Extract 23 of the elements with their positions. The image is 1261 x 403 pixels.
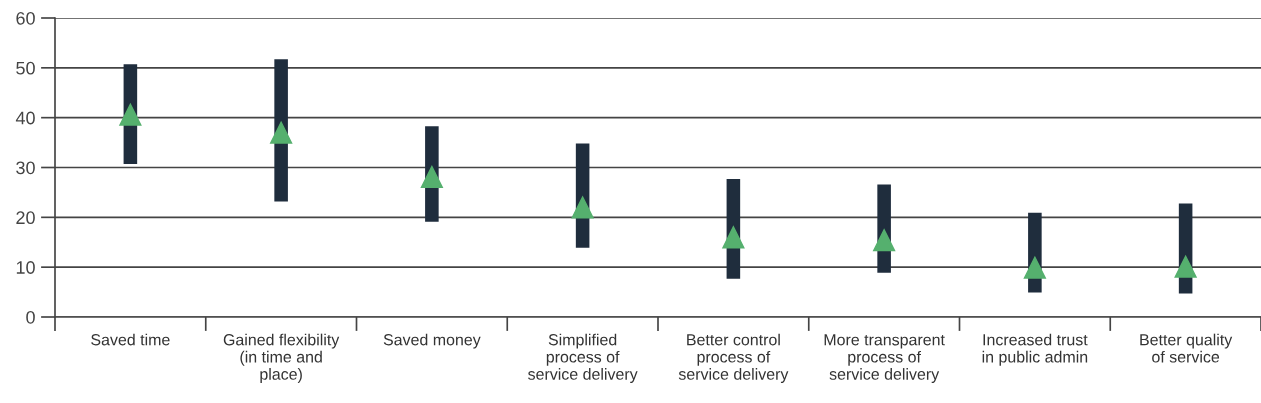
y-tick-label: 30 [16,161,35,175]
x-tick-label: Increased trust in public admin [982,333,1088,366]
y-tick-label: 50 [16,61,35,75]
point [270,121,293,144]
x-tick-label: Better quality of service [1140,333,1233,363]
point [722,226,745,249]
y-tick-label: 10 [16,261,35,274]
point [571,196,594,219]
y-tick-label: 20 [16,211,35,225]
point [119,103,142,126]
y-tick-label: 40 [15,111,35,125]
point [1174,255,1197,278]
x-tick-label: Saved money [383,333,481,349]
point [873,229,896,252]
x-tick-label: Gained flexibility (in time and place) [223,333,340,383]
point [1023,256,1046,279]
point [420,165,443,189]
y-tick-label: 0 [26,310,35,324]
x-tick-label: Simplified process of service delivery [528,333,638,383]
x-tick-label: Better control process of service delivery [678,333,789,383]
x-tick-label: More transparent process of service delivery [824,334,945,383]
x-tick-label: Saved time [91,333,170,346]
y-tick-label: 60 [16,11,35,25]
